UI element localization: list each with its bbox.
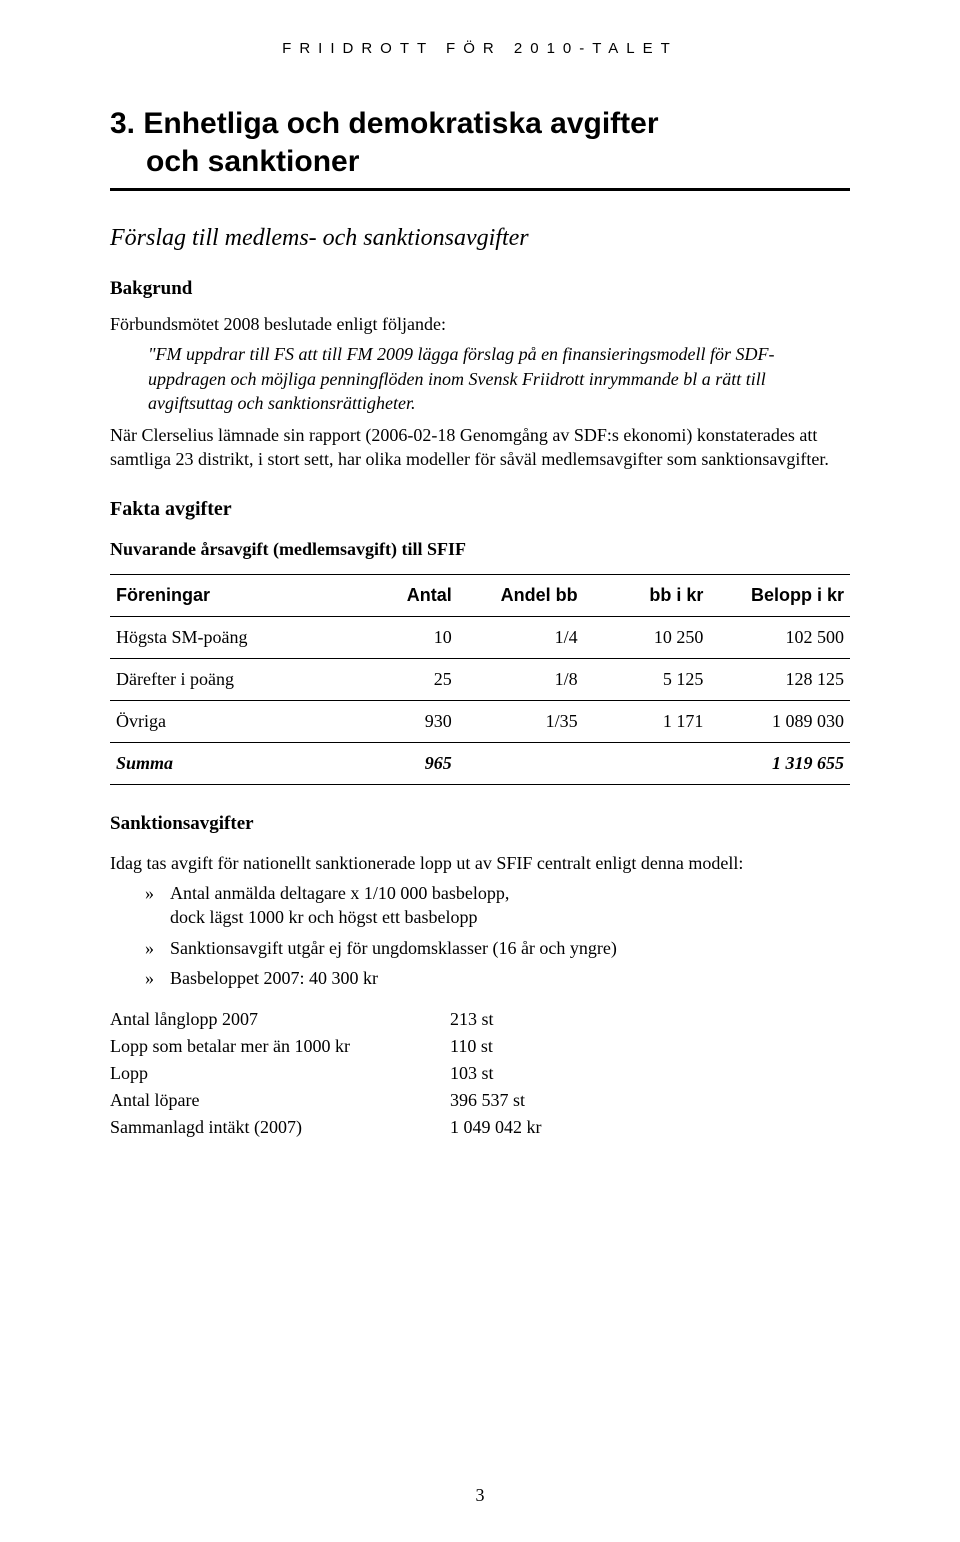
table-cell [458, 742, 584, 784]
nuvarande-heading: Nuvarande årsavgift (medlemsavgift) till… [110, 539, 850, 560]
stat-value: 1 049 042 kr [450, 1114, 850, 1141]
sanktions-intro: Idag tas avgift för nationellt sanktione… [110, 851, 850, 875]
table-row: Övriga 930 1/35 1 171 1 089 030 [110, 700, 850, 742]
bullet-icon: » [110, 936, 170, 960]
table-cell [584, 742, 710, 784]
table-cell: 1/35 [458, 700, 584, 742]
bullet-row: » Basbeloppet 2007: 40 300 kr [110, 966, 850, 990]
stat-row: Sammanlagd intäkt (2007) 1 049 042 kr [110, 1114, 850, 1141]
bullet-row: » Sanktionsavgift utgår ej för ungdomskl… [110, 936, 850, 960]
stats-list: Antal långlopp 2007 213 st Lopp som beta… [110, 1006, 850, 1141]
sanktions-heading: Sanktionsavgifter [110, 813, 850, 835]
stat-row: Antal löpare 396 537 st [110, 1087, 850, 1114]
sanktions-bullets: » Antal anmälda deltagare x 1/10 000 bas… [110, 881, 850, 990]
bullet-text: Sanktionsavgift utgår ej för ungdomsklas… [170, 936, 850, 960]
table-cell: 1/8 [458, 658, 584, 700]
section-title: 3. Enhetliga och demokratiska avgifter o… [110, 105, 850, 180]
proposal-subheading: Förslag till medlems- och sanktionsavgif… [110, 225, 850, 252]
running-header: FRIIDROTT FÖR 2010-TALET [110, 40, 850, 57]
table-header-row: Föreningar Antal Andel bb bb i kr Belopp… [110, 574, 850, 616]
bakgrund-intro: Förbundsmötet 2008 beslutade enligt följ… [110, 312, 850, 336]
bullet-icon: » [110, 966, 170, 990]
table-row: Högsta SM-poäng 10 1/4 10 250 102 500 [110, 616, 850, 658]
table-col-andel: Andel bb [458, 574, 584, 616]
stat-row: Lopp 103 st [110, 1060, 850, 1087]
stat-row: Lopp som betalar mer än 1000 kr 110 st [110, 1033, 850, 1060]
table-cell: Summa [110, 742, 332, 784]
stat-value: 110 st [450, 1033, 850, 1060]
table-cell: 10 [332, 616, 458, 658]
stat-value: 396 537 st [450, 1087, 850, 1114]
table-cell: 1 319 655 [709, 742, 850, 784]
table-cell: 1 171 [584, 700, 710, 742]
bullet-icon: » [110, 881, 170, 930]
stat-label: Sammanlagd intäkt (2007) [110, 1114, 450, 1141]
table-cell: 1 089 030 [709, 700, 850, 742]
fakta-heading: Fakta avgifter [110, 498, 850, 521]
table-body: Högsta SM-poäng 10 1/4 10 250 102 500 Dä… [110, 616, 850, 784]
stat-value: 103 st [450, 1060, 850, 1087]
stat-label: Lopp som betalar mer än 1000 kr [110, 1033, 450, 1060]
table-cell: 10 250 [584, 616, 710, 658]
stat-label: Lopp [110, 1060, 450, 1087]
table-cell: 25 [332, 658, 458, 700]
bakgrund-quote: "FM uppdrar till FS att till FM 2009 läg… [110, 342, 850, 415]
table-cell: 965 [332, 742, 458, 784]
table-col-bbikr: bb i kr [584, 574, 710, 616]
page-number: 3 [0, 1485, 960, 1506]
section-rule [110, 188, 850, 191]
table-col-antal: Antal [332, 574, 458, 616]
table-cell: 930 [332, 700, 458, 742]
table-cell: Därefter i poäng [110, 658, 332, 700]
bakgrund-label: Bakgrund [110, 278, 850, 300]
stat-label: Antal långlopp 2007 [110, 1006, 450, 1033]
stat-row: Antal långlopp 2007 213 st [110, 1006, 850, 1033]
bakgrund-para: När Clerselius lämnade sin rapport (2006… [110, 423, 850, 472]
stat-value: 213 st [450, 1006, 850, 1033]
bullet-text: Basbeloppet 2007: 40 300 kr [170, 966, 850, 990]
table-row: Därefter i poäng 25 1/8 5 125 128 125 [110, 658, 850, 700]
table-cell: Högsta SM-poäng [110, 616, 332, 658]
table-cell: Övriga [110, 700, 332, 742]
stat-label: Antal löpare [110, 1087, 450, 1114]
table-row-summa: Summa 965 1 319 655 [110, 742, 850, 784]
table-col-foreningar: Föreningar [110, 574, 332, 616]
section-title-line1: 3. Enhetliga och demokratiska avgifter [110, 107, 659, 140]
fees-table: Föreningar Antal Andel bb bb i kr Belopp… [110, 574, 850, 785]
table-cell: 128 125 [709, 658, 850, 700]
bullet-row: » Antal anmälda deltagare x 1/10 000 bas… [110, 881, 850, 930]
table-col-belopp: Belopp i kr [709, 574, 850, 616]
section-title-line2: och sanktioner [110, 143, 850, 181]
table-cell: 102 500 [709, 616, 850, 658]
bullet-text: Antal anmälda deltagare x 1/10 000 basbe… [170, 881, 850, 930]
table-cell: 5 125 [584, 658, 710, 700]
table-cell: 1/4 [458, 616, 584, 658]
